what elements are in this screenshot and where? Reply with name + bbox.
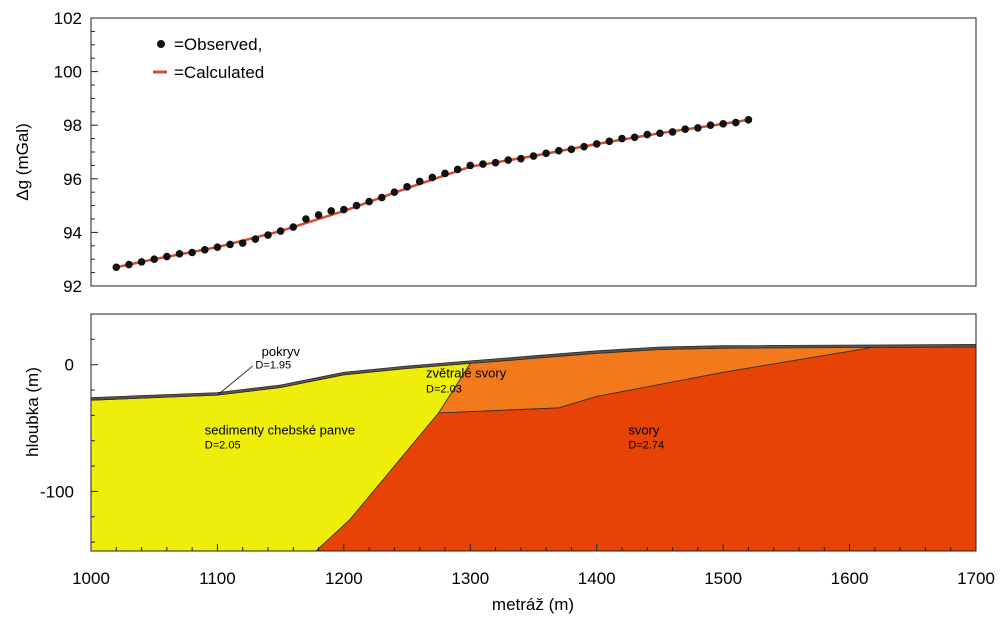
- observed-points: [112, 116, 753, 272]
- section-x-tick-label: 1000: [72, 569, 110, 588]
- observed-point: [694, 124, 702, 132]
- observed-point: [200, 246, 209, 254]
- observed-point: [592, 140, 601, 148]
- layer-density-label: D=2.05: [205, 439, 241, 451]
- observed-point: [554, 146, 563, 155]
- legend-observed-label: =Observed,: [174, 35, 262, 54]
- observed-point: [630, 133, 639, 142]
- observed-point: [125, 260, 133, 269]
- observed-point: [668, 128, 677, 136]
- observed-point: [542, 149, 550, 158]
- depth-section-panel: 1000 1100 1200 1300 1400 1500 1600 1700 -100 0 s…: [23, 313, 995, 614]
- layer-labels: sedimenty chebské panve D=2.05 svory D=2.74…: [205, 344, 664, 452]
- observed-point: [479, 160, 487, 168]
- observed-point: [390, 188, 399, 196]
- observed-point: [415, 177, 424, 186]
- layer-density-label: D=1.95: [255, 359, 291, 371]
- observed-point: [276, 227, 285, 235]
- gravity-legend: =Observed, =Calculated: [153, 35, 264, 82]
- observed-point: [656, 129, 664, 138]
- gravity-profile-panel: 92 94 96 98 100 102 Δg (mGal) =Observed, =Cal…: [13, 9, 977, 296]
- layer-density-label: D=2.74: [628, 439, 664, 451]
- gravity-y-tick-label: 96: [63, 170, 82, 189]
- legend-observed-marker: [157, 40, 165, 48]
- observed-point: [352, 201, 361, 210]
- layer-density-label: D=2.03: [426, 384, 462, 396]
- section-y-ticks: -100 0: [40, 313, 98, 543]
- observed-point: [453, 165, 462, 174]
- observed-point: [314, 211, 323, 219]
- observed-point: [567, 145, 576, 154]
- observed-point: [428, 173, 437, 182]
- observed-point: [340, 205, 348, 214]
- observed-point: [188, 248, 196, 257]
- observed-point: [504, 156, 513, 164]
- legend-calculated-label: =Calculated: [174, 63, 264, 82]
- observed-point: [213, 243, 222, 251]
- layer-name-label: sedimenty chebské panve: [205, 422, 355, 437]
- observed-point: [238, 239, 247, 247]
- geologic-layers: [90, 343, 977, 552]
- section-plot-frame: [90, 313, 977, 552]
- observed-point: [327, 207, 336, 215]
- observed-point: [226, 240, 234, 249]
- label-leader-lines: [217, 365, 254, 396]
- observed-point: [403, 183, 411, 191]
- gravity-y-tick-label: 92: [63, 277, 82, 296]
- layer-name-label: pokryv: [262, 344, 301, 359]
- section-x-tick-label: 1700: [957, 569, 995, 588]
- section-x-tick-label: 1200: [325, 569, 363, 588]
- gravity-y-tick-label: 94: [63, 223, 82, 242]
- observed-point: [377, 193, 386, 202]
- observed-point: [706, 121, 715, 129]
- pokryv-leader-line: [217, 365, 254, 396]
- observed-point: [517, 154, 525, 163]
- observed-point: [643, 130, 652, 139]
- observed-point: [150, 255, 159, 263]
- observed-point: [466, 161, 475, 170]
- section-x-ticks: 1000 1100 1200 1300 1400 1500 1600 1700: [72, 544, 995, 588]
- observed-point: [251, 235, 260, 243]
- section-y-tick-label: -100: [40, 482, 74, 501]
- section-x-tick-label: 1400: [578, 569, 616, 588]
- section-x-tick-label: 1300: [451, 569, 489, 588]
- section-x-axis-title: metráž (m): [492, 595, 574, 614]
- gravity-y-tick-label: 102: [54, 9, 82, 28]
- section-x-tick-label: 1500: [704, 569, 742, 588]
- observed-point: [605, 137, 614, 146]
- layer-name-label: svory: [628, 422, 660, 437]
- observed-point: [719, 120, 727, 128]
- gravity-y-ticks: 92 94 96 98 100 102: [54, 9, 98, 296]
- observed-point: [289, 223, 298, 231]
- section-y-tick-label: 0: [65, 356, 74, 375]
- observed-point: [365, 197, 373, 206]
- observed-point: [163, 252, 171, 261]
- section-x-tick-label: 1100: [199, 569, 236, 588]
- observed-point: [264, 231, 272, 239]
- section-x-tick-label: 1600: [831, 569, 869, 588]
- observed-point: [491, 158, 500, 167]
- observed-point: [681, 125, 690, 134]
- gravity-y-axis-title: Δg (mGal): [13, 123, 32, 200]
- observed-point: [175, 250, 184, 258]
- observed-point: [744, 116, 753, 124]
- observed-point: [441, 169, 449, 178]
- observed-point: [302, 215, 310, 223]
- observed-point: [580, 142, 588, 151]
- layer-name-label: zvětralé svory: [426, 365, 507, 380]
- observed-point: [112, 263, 121, 272]
- observed-point: [137, 258, 146, 266]
- gravity-y-tick-label: 98: [63, 116, 82, 135]
- observed-point: [618, 134, 626, 143]
- observed-point: [529, 152, 538, 160]
- observed-point: [731, 118, 740, 127]
- section-y-axis-title: hloubka (m): [23, 367, 42, 457]
- gravity-y-tick-label: 100: [54, 63, 82, 82]
